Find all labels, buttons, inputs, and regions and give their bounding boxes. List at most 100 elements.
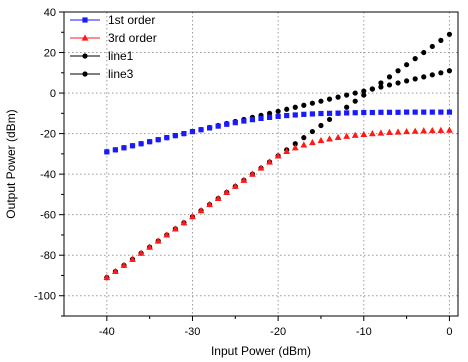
data-point-3rd-order	[171, 225, 179, 232]
data-point-3rd-order	[343, 132, 351, 139]
data-point-line3	[301, 135, 307, 141]
data-point-line1	[275, 108, 281, 114]
y-tick-label: -80	[40, 250, 56, 262]
data-point-1st-order	[309, 111, 315, 117]
x-tick-label: 0	[446, 326, 452, 338]
legend: 1st order 3rd order line1 line3	[70, 13, 157, 81]
data-point-3rd-order	[120, 261, 128, 268]
series-1st-order	[104, 109, 453, 155]
data-point-3rd-order	[334, 133, 342, 141]
legend-marker-3rd-order	[81, 34, 89, 41]
data-point-1st-order	[326, 110, 333, 116]
data-point-line3	[378, 80, 384, 86]
data-point-3rd-order	[308, 138, 316, 146]
data-point-line3	[404, 62, 410, 68]
data-point-1st-order	[104, 149, 110, 155]
y-axis-title: Output Power (dBm)	[4, 109, 18, 218]
data-point-3rd-order	[368, 130, 376, 137]
data-point-3rd-order	[163, 231, 171, 238]
data-point-1st-order	[386, 109, 393, 115]
data-point-line3	[326, 116, 333, 123]
data-point-1st-order	[404, 109, 410, 115]
data-point-line3	[344, 104, 350, 110]
data-point-1st-order	[164, 135, 170, 141]
data-point-3rd-order	[403, 127, 411, 135]
data-point-3rd-order	[154, 237, 162, 244]
data-point-1st-order	[258, 115, 264, 121]
data-point-line1	[326, 96, 333, 102]
data-point-line1	[352, 90, 358, 96]
data-point-3rd-order	[129, 255, 136, 262]
data-point-1st-order	[429, 109, 435, 115]
series-3rd-order	[103, 126, 453, 281]
data-point-line1	[266, 110, 273, 116]
data-point-line3	[318, 122, 324, 129]
data-point-3rd-order	[111, 267, 119, 275]
legend-item-line3: line3	[70, 67, 134, 81]
legend-item-3rd-order: 3rd order	[70, 31, 157, 45]
data-point-3rd-order	[180, 219, 188, 226]
data-point-1st-order	[241, 118, 247, 124]
data-point-3rd-order	[240, 176, 248, 183]
data-point-1st-order	[318, 110, 324, 117]
data-point-line1	[361, 88, 367, 94]
data-point-1st-order	[335, 110, 341, 116]
data-point-line1	[386, 82, 393, 88]
data-point-3rd-order	[326, 135, 333, 142]
data-point-1st-order	[352, 110, 358, 116]
y-tick-label: 40	[44, 7, 56, 19]
data-point-3rd-order	[283, 147, 291, 155]
data-point-line1	[335, 94, 341, 100]
data-point-1st-order	[284, 112, 290, 119]
data-point-1st-order	[395, 109, 401, 115]
data-point-3rd-order	[223, 188, 231, 195]
data-point-1st-order	[232, 120, 238, 126]
data-point-3rd-order	[428, 126, 436, 134]
y-tick-label: -100	[34, 291, 56, 303]
data-point-3rd-order	[351, 131, 359, 138]
data-point-3rd-order	[274, 152, 282, 159]
data-point-1st-order	[215, 123, 221, 129]
data-point-line3	[438, 37, 444, 43]
data-point-1st-order	[129, 143, 136, 149]
data-point-3rd-order	[231, 182, 239, 189]
data-point-3rd-order	[420, 127, 428, 134]
data-point-3rd-order	[446, 126, 453, 133]
data-point-3rd-order	[386, 128, 393, 135]
data-point-3rd-order	[394, 128, 402, 135]
data-point-3rd-order	[266, 158, 273, 165]
data-point-1st-order	[224, 121, 230, 127]
data-point-line3	[361, 92, 367, 98]
data-point-1st-order	[147, 139, 153, 145]
data-point-line1	[412, 76, 418, 82]
x-tick-label: -20	[270, 326, 286, 338]
data-point-1st-order	[207, 125, 213, 131]
y-tick-label: 0	[50, 88, 56, 100]
data-point-3rd-order	[257, 164, 265, 171]
data-point-1st-order	[344, 110, 350, 116]
data-point-line3	[412, 56, 418, 62]
data-point-line1	[404, 78, 410, 84]
data-point-1st-order	[155, 137, 161, 143]
legend-marker-1st-order	[82, 17, 88, 23]
legend-item-line1: line1	[70, 49, 134, 63]
data-point-line1	[318, 98, 324, 104]
data-point-3rd-order	[291, 144, 299, 151]
data-point-3rd-order	[300, 141, 308, 148]
data-point-3rd-order	[206, 200, 214, 208]
data-point-1st-order	[112, 147, 118, 153]
y-tick-label: -40	[40, 169, 56, 181]
data-point-line1	[309, 100, 315, 106]
legend-label-line3: line3	[108, 67, 134, 81]
data-point-3rd-order	[437, 126, 445, 133]
data-point-line3	[309, 128, 315, 135]
data-point-1st-order	[446, 109, 453, 115]
data-point-line1	[292, 104, 298, 110]
data-point-line1	[369, 86, 375, 92]
data-point-line3	[446, 31, 453, 37]
data-point-3rd-order	[249, 170, 256, 177]
series-layer	[103, 31, 453, 281]
data-point-line3	[421, 49, 427, 56]
